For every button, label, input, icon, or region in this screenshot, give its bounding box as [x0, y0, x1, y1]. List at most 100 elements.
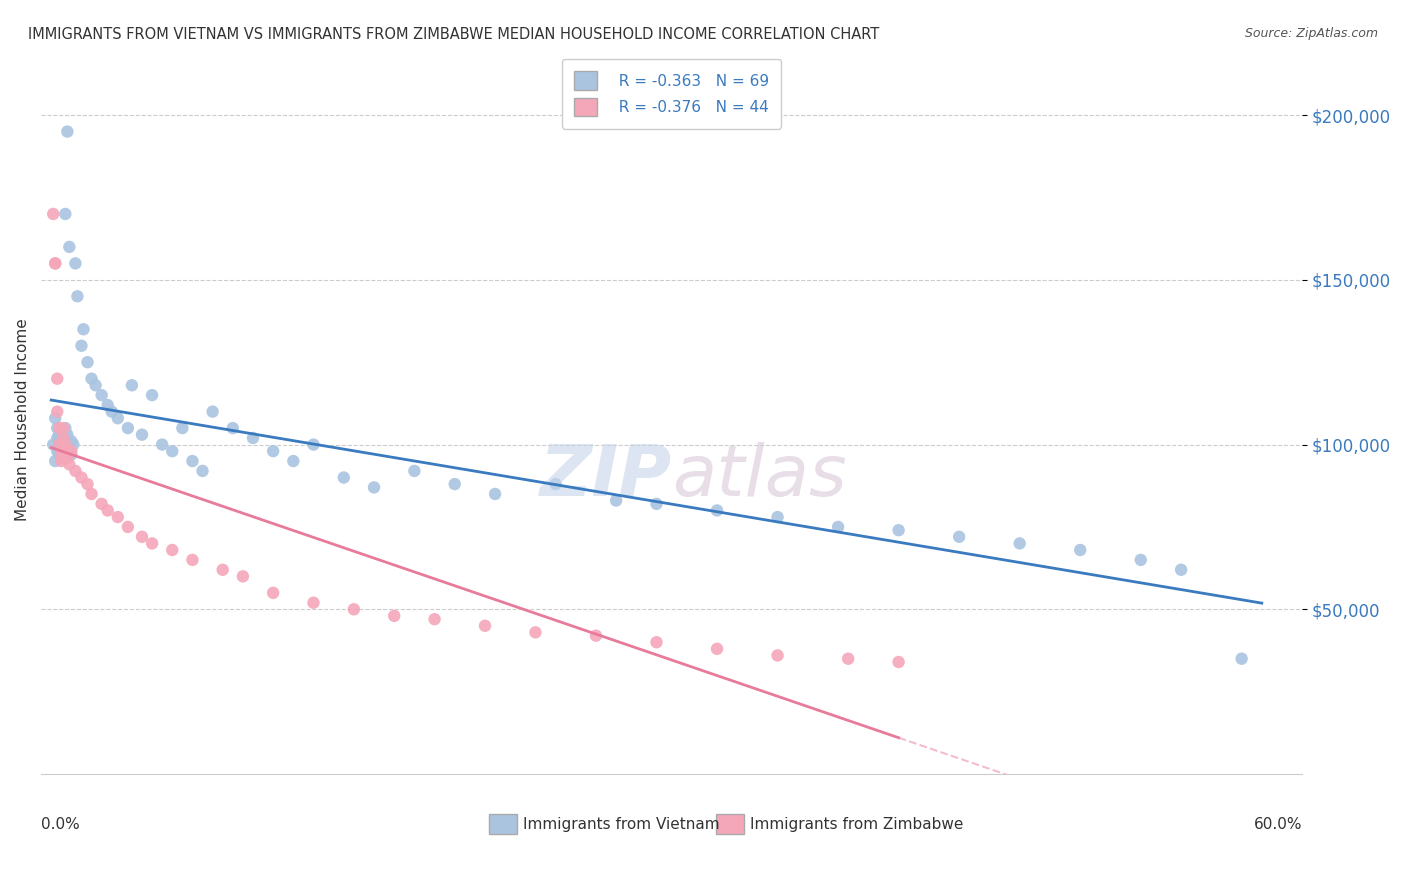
Point	[48, 427, 70, 442]
Point	[766, 510, 789, 524]
Point	[42, 437, 65, 451]
Point	[56, 125, 79, 139]
Point	[443, 477, 465, 491]
Text: IMMIGRANTS FROM VIETNAM VS IMMIGRANTS FROM ZIMBABWE MEDIAN HOUSEHOLD INCOME CORR: IMMIGRANTS FROM VIETNAM VS IMMIGRANTS FR…	[28, 27, 879, 42]
Point	[44, 411, 66, 425]
Point	[1170, 563, 1192, 577]
Point	[141, 388, 163, 402]
Point	[766, 648, 789, 663]
Point	[51, 425, 73, 439]
Point	[141, 536, 163, 550]
Point	[80, 487, 103, 501]
Point	[46, 404, 69, 418]
Point	[605, 493, 627, 508]
Point	[242, 431, 264, 445]
Point	[645, 497, 668, 511]
Point	[1069, 543, 1091, 558]
Point	[262, 444, 284, 458]
Point	[1008, 536, 1031, 550]
Text: Immigrants from Zimbabwe: Immigrants from Zimbabwe	[749, 817, 963, 832]
Point	[52, 431, 75, 445]
Point	[706, 503, 728, 517]
Point	[76, 477, 98, 491]
Point	[162, 444, 184, 458]
Text: atlas: atlas	[672, 442, 846, 511]
Point	[484, 487, 506, 501]
Point	[302, 596, 325, 610]
Text: Immigrants from Vietnam: Immigrants from Vietnam	[523, 817, 720, 832]
Point	[46, 421, 69, 435]
Point	[222, 421, 245, 435]
Point	[56, 450, 79, 465]
Point	[53, 421, 76, 435]
Point	[117, 520, 139, 534]
Point	[51, 450, 73, 465]
Point	[58, 458, 80, 472]
Point	[211, 563, 233, 577]
Point	[48, 421, 70, 435]
Text: 0.0%: 0.0%	[41, 816, 80, 831]
Point	[53, 441, 76, 455]
Point	[131, 427, 153, 442]
Point	[44, 256, 66, 270]
Point	[201, 404, 224, 418]
Point	[70, 339, 93, 353]
Point	[117, 421, 139, 435]
Point	[302, 437, 325, 451]
Point	[97, 503, 120, 517]
Point	[404, 464, 426, 478]
Point	[48, 441, 70, 455]
Point	[48, 434, 70, 449]
Point	[60, 444, 83, 458]
Point	[544, 477, 567, 491]
Point	[51, 450, 73, 465]
Point	[80, 372, 103, 386]
Point	[44, 454, 66, 468]
Point	[84, 378, 107, 392]
Point	[60, 447, 83, 461]
Point	[382, 608, 405, 623]
Point	[948, 530, 970, 544]
Point	[343, 602, 366, 616]
Point	[363, 480, 385, 494]
Point	[827, 520, 849, 534]
Y-axis label: Median Household Income: Median Household Income	[15, 318, 30, 521]
Point	[887, 523, 910, 537]
Point	[42, 207, 65, 221]
Point	[131, 530, 153, 544]
Text: ZIP: ZIP	[540, 442, 672, 511]
Point	[51, 444, 73, 458]
Point	[585, 629, 607, 643]
Point	[56, 444, 79, 458]
Point	[66, 289, 89, 303]
Legend:   R = -0.363   N = 69,   R = -0.376   N = 44: R = -0.363 N = 69, R = -0.376 N = 44	[562, 59, 782, 128]
Point	[100, 404, 122, 418]
Point	[645, 635, 668, 649]
Point	[56, 427, 79, 442]
Point	[58, 444, 80, 458]
Point	[90, 388, 112, 402]
Point	[58, 240, 80, 254]
FancyBboxPatch shape	[489, 814, 516, 834]
Point	[887, 655, 910, 669]
Point	[46, 372, 69, 386]
Point	[52, 421, 75, 435]
Point	[181, 553, 204, 567]
Point	[181, 454, 204, 468]
Point	[60, 434, 83, 449]
Point	[706, 641, 728, 656]
FancyBboxPatch shape	[716, 814, 744, 834]
Point	[262, 586, 284, 600]
Point	[121, 378, 143, 392]
Point	[232, 569, 254, 583]
Point	[46, 431, 69, 445]
Point	[474, 619, 496, 633]
Point	[44, 256, 66, 270]
Point	[150, 437, 173, 451]
Point	[283, 454, 305, 468]
Point	[423, 612, 446, 626]
Point	[48, 437, 70, 451]
Point	[191, 464, 214, 478]
Point	[48, 447, 70, 461]
Point	[51, 437, 73, 451]
